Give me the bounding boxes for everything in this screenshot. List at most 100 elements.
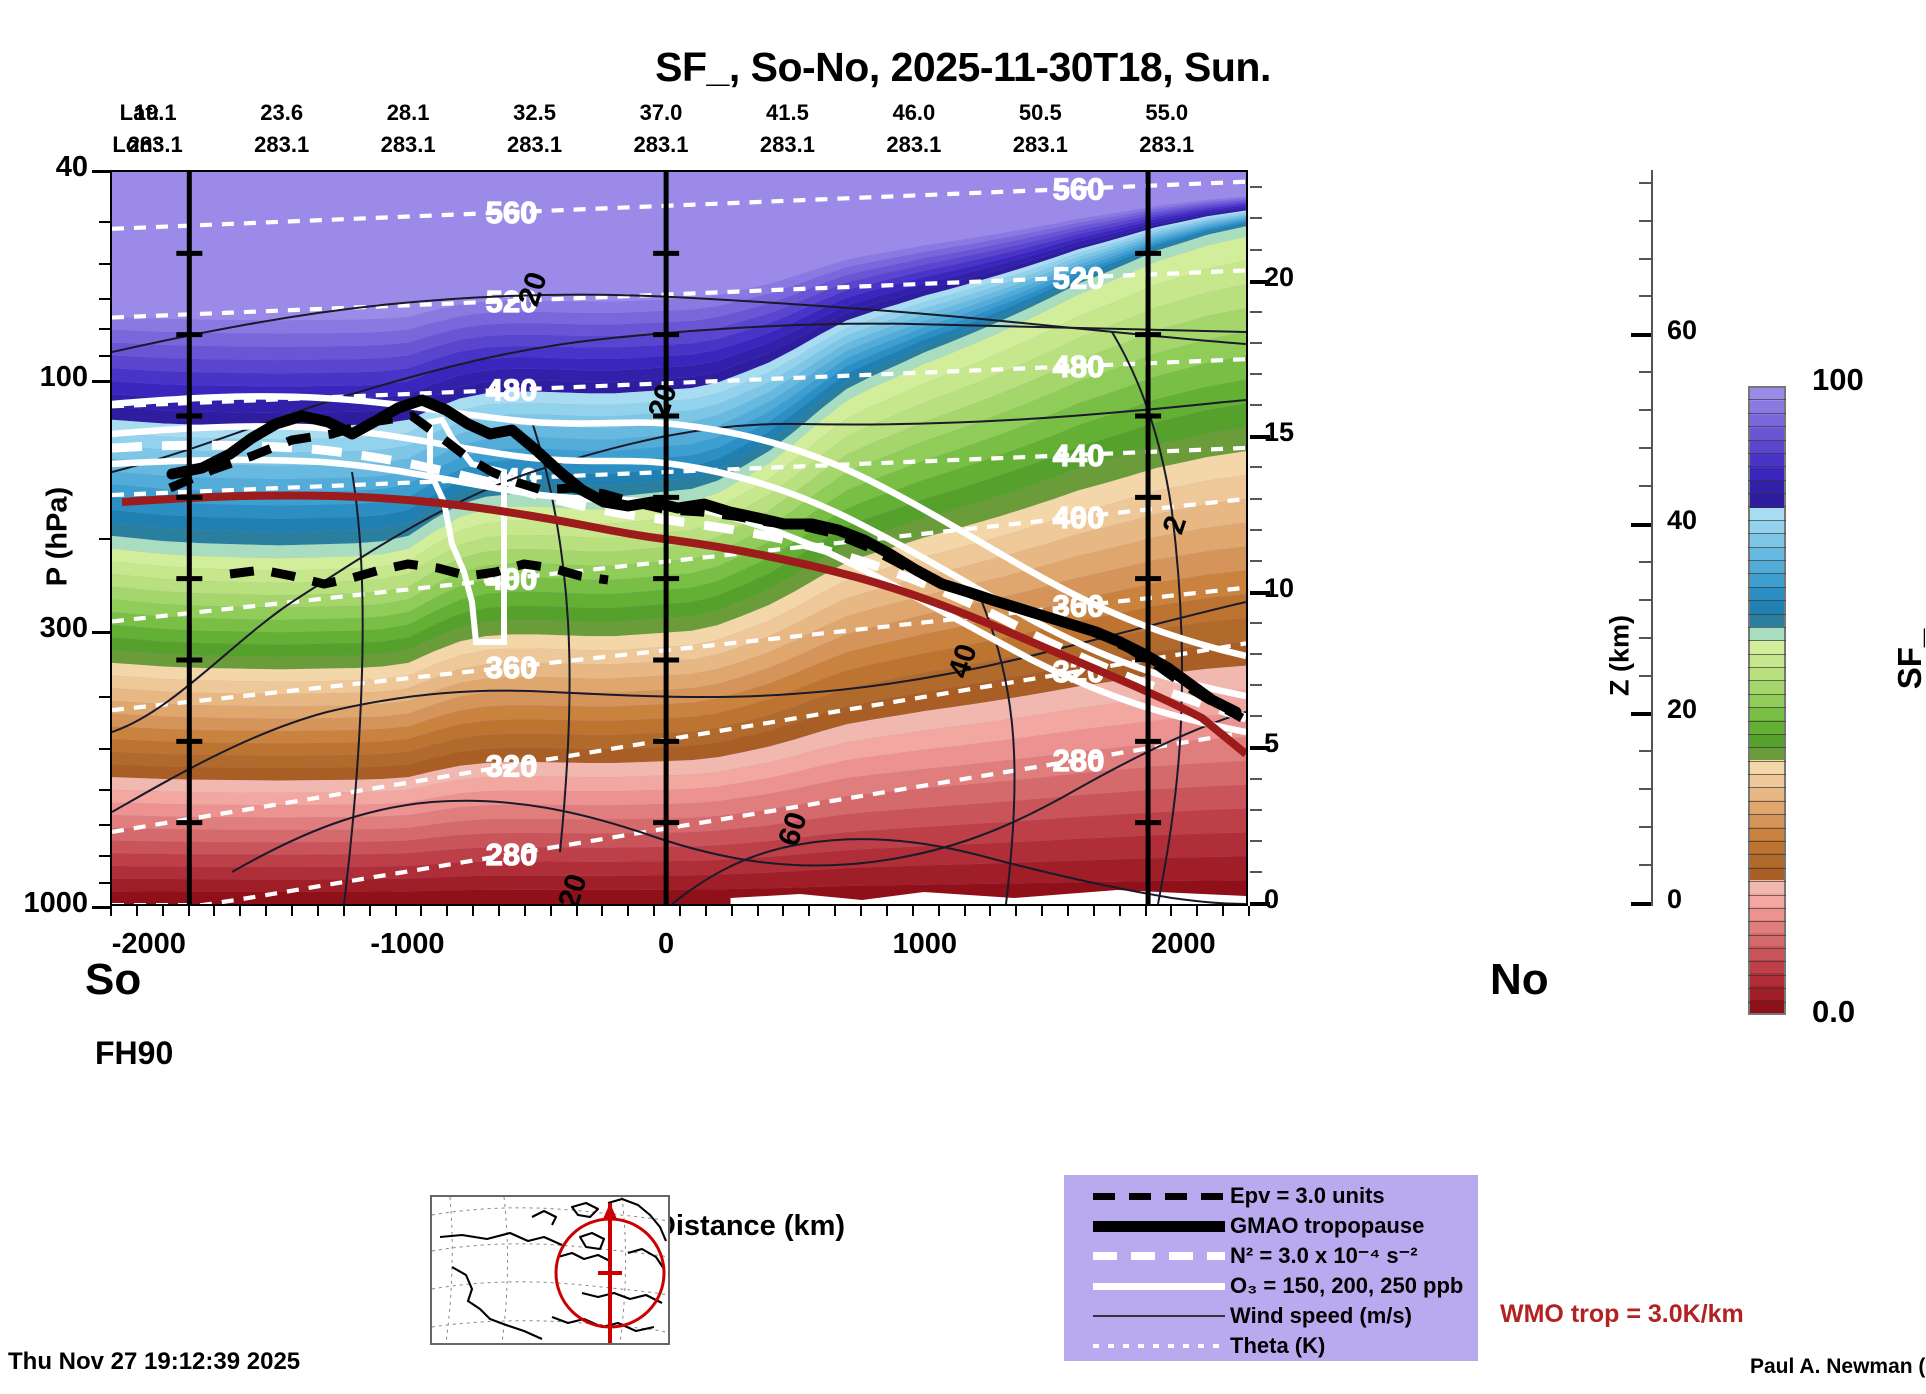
colorbar-tick xyxy=(1748,733,1786,735)
colorbar-segment xyxy=(1750,401,1784,415)
theta-contour-label: 360 xyxy=(486,650,538,685)
sf-contour-band xyxy=(112,331,1246,621)
legend-item-label: N² = 3.0 x 10⁻⁴ s⁻² xyxy=(1230,1243,1418,1268)
cross-section-plot: 280 280 320 320 360 360 400 400 440 440 480 480 520 5… xyxy=(110,170,1248,906)
sf-contour-band xyxy=(112,198,1246,347)
z-km-axis-tick xyxy=(1250,186,1262,189)
theta-contour-label: 520 xyxy=(1053,260,1105,295)
lon-value: 283.1 xyxy=(1012,132,1068,157)
thick-black-line xyxy=(1088,1213,1230,1239)
sf-contour-band xyxy=(112,474,1246,695)
z-km-axis-tick xyxy=(1250,435,1270,440)
colorbar-tick xyxy=(1748,452,1786,454)
z-km-axis-tick xyxy=(1250,528,1262,531)
z-km-axis-tick xyxy=(1250,341,1262,344)
x-axis-tick-label: 1000 xyxy=(892,928,957,960)
colorbar-tick xyxy=(1748,573,1786,575)
colorbar-segment xyxy=(1750,388,1784,402)
z-kft-axis-tick xyxy=(1639,788,1651,791)
sf-contour-band xyxy=(112,210,1246,440)
lat-value: 41.5 xyxy=(766,100,809,125)
sf-contour-band xyxy=(112,570,1246,744)
colorbar-tick xyxy=(1748,974,1786,976)
sf-contour-band xyxy=(112,379,1246,645)
colorbar-tick xyxy=(1748,466,1786,468)
page-title: SF_, So-No, 2025-11-30T18, Sun. xyxy=(655,44,1271,90)
sf-contour-band xyxy=(112,451,1246,682)
y-axis-tick xyxy=(99,696,110,699)
sf-contour-band xyxy=(112,206,1246,414)
z-kft-axis-tick xyxy=(1631,902,1651,906)
z-km-axis-tick xyxy=(1250,808,1262,811)
colorbar-tick xyxy=(1748,774,1786,776)
colorbar-tick xyxy=(1748,760,1786,762)
legend-item: GMAO tropopause xyxy=(1064,1211,1478,1241)
sf-contour-band xyxy=(112,203,1246,387)
lat-value: 50.5 xyxy=(1018,100,1062,125)
theta-contour xyxy=(112,585,1246,713)
dashed-white-line xyxy=(1088,1243,1230,1269)
z-km-axis-label: 15 xyxy=(1264,417,1295,448)
colorbar-tick xyxy=(1748,707,1786,709)
x-axis-tick xyxy=(497,906,500,916)
x-axis-tick xyxy=(1041,906,1044,916)
z-km-axis-tick xyxy=(1250,373,1262,376)
gmao-tropopause xyxy=(166,394,1242,718)
colorbar-segment xyxy=(1750,574,1784,588)
sf-contour-band xyxy=(112,427,1246,670)
x-axis-tick xyxy=(239,906,242,916)
thin-black-line xyxy=(1088,1303,1230,1329)
x-axis-tick-label: -1000 xyxy=(370,928,445,960)
z-kft-axis-tick xyxy=(1639,257,1651,260)
colorbar-segment xyxy=(1750,481,1784,495)
inset-map-svg xyxy=(431,1196,669,1344)
forecast-hour-label: FH90 xyxy=(95,1035,174,1071)
z-kft-axis-tick xyxy=(1631,522,1651,527)
colorbar-segment xyxy=(1750,760,1784,774)
z-kft-axis-tick xyxy=(1639,409,1651,412)
colorbar-min-label: 0.0 xyxy=(1812,994,1856,1029)
colorbar-tick xyxy=(1748,948,1786,950)
z-kft-axis-tick xyxy=(1639,181,1651,184)
colorbar xyxy=(1748,386,1786,1015)
wind-speed-contour xyxy=(343,471,364,904)
colorbar-segment xyxy=(1750,986,1784,1000)
theta-contour-label: 400 xyxy=(1053,500,1105,535)
wind-speed-contour xyxy=(671,838,1246,904)
colorbar-segment xyxy=(1750,906,1784,920)
dotted-white-line xyxy=(1088,1333,1230,1359)
lon-value: 283.1 xyxy=(759,132,815,157)
legend-item: Theta (K) xyxy=(1064,1331,1478,1361)
theta-contour-label: 440 xyxy=(1053,438,1105,473)
colorbar-tick xyxy=(1748,1001,1786,1003)
colorbar-segment xyxy=(1750,786,1784,801)
colorbar-segment xyxy=(1750,614,1784,628)
x-axis-tick xyxy=(1170,906,1173,916)
x-axis-tick-label: -2000 xyxy=(111,928,186,960)
x-axis-tick xyxy=(1092,906,1095,916)
z-km-axis-tick xyxy=(1250,217,1262,220)
colorbar-segment xyxy=(1750,627,1784,641)
theta-contour xyxy=(112,641,1246,834)
colorbar-segment xyxy=(1750,826,1784,841)
sf-contour-band xyxy=(112,219,1246,506)
z-km-axis-label: 5 xyxy=(1264,728,1280,759)
legend-item: O₃ = 150, 200, 250 ppb xyxy=(1064,1271,1478,1301)
z-kft-axis-label: 20 xyxy=(1667,694,1698,725)
colorbar-tick xyxy=(1748,934,1786,936)
x-axis-tick xyxy=(911,906,914,916)
z-kft-axis-tick xyxy=(1639,485,1651,488)
colorbar-segment xyxy=(1750,773,1784,787)
dashed-black-line xyxy=(1088,1183,1230,1209)
x-axis-tick xyxy=(1015,906,1018,916)
z-kft-axis-tick xyxy=(1639,826,1651,829)
z-kft-axis-tick xyxy=(1639,864,1651,867)
x-axis-tick xyxy=(110,906,112,916)
z-km-axis-tick xyxy=(1250,653,1262,656)
theta-contour xyxy=(112,179,1246,231)
legend-item-label: O₃ = 150, 200, 250 ppb xyxy=(1230,1273,1464,1298)
legend-item: Epv = 3.0 units xyxy=(1064,1181,1478,1211)
z-kft-axis-tick xyxy=(1639,371,1651,374)
z-kft-axis-tick xyxy=(1639,295,1651,298)
lat-value: 19.1 xyxy=(133,100,177,125)
